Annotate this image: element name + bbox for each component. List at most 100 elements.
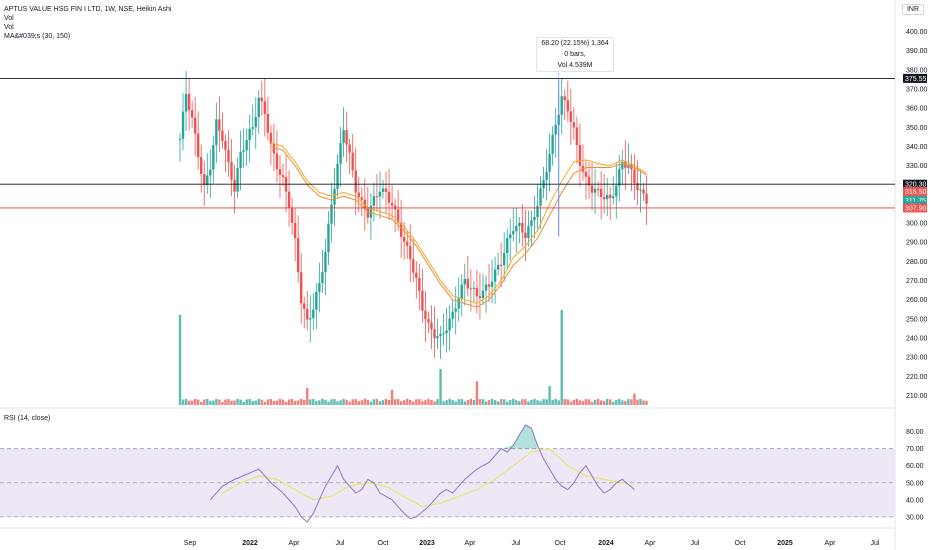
candle-body <box>554 124 557 135</box>
candle-body <box>515 226 518 232</box>
candle-body <box>281 175 285 177</box>
candle-body <box>303 303 306 309</box>
rsi-line <box>209 424 635 523</box>
candle-body <box>427 319 430 323</box>
measure-change: 68.20 (22.15%) 1,364 <box>541 40 609 47</box>
volume-bar <box>509 399 512 405</box>
candle-body <box>639 189 642 191</box>
price-badge <box>903 179 927 189</box>
candle-body <box>278 169 282 176</box>
ma-fast-line <box>270 142 647 305</box>
candle-body <box>236 168 239 192</box>
candle-body <box>406 241 409 246</box>
candle-body <box>518 222 521 227</box>
volume-bar <box>627 398 630 405</box>
candle-body <box>239 151 242 169</box>
candle-body <box>381 188 385 192</box>
volume-bar <box>642 400 645 405</box>
candle-body <box>615 185 618 197</box>
candle-body <box>306 308 309 320</box>
moving-average-label[interactable]: MA&#039;s (30, 150) <box>4 33 71 40</box>
volume-bar <box>178 314 182 405</box>
candle-body <box>436 336 439 339</box>
volume-bar <box>566 399 569 405</box>
candle-body <box>272 143 276 154</box>
volume-bar <box>372 399 376 405</box>
rsi-tick-label: 50.00 <box>906 480 924 487</box>
volume-bar <box>624 401 627 405</box>
volume-bar <box>575 398 579 405</box>
candle-body <box>627 164 630 168</box>
candle-body <box>390 202 394 206</box>
price-tick-label: 210.00 <box>906 393 928 400</box>
candle-body <box>484 284 488 291</box>
volume-bar <box>515 400 518 405</box>
volume-bar <box>218 399 221 405</box>
volume-bar <box>442 401 445 405</box>
symbol-title: APTUS VALUE HSG FIN I LTD, 1W, NSE, Heik… <box>4 6 172 13</box>
volume-bar <box>381 400 385 405</box>
price-tick-label: 370.00 <box>906 87 928 94</box>
candle-body <box>402 236 406 242</box>
volume-indicator-label[interactable]: Vol <box>4 15 14 22</box>
candle-body <box>378 191 382 197</box>
time-tick-label: Jul <box>871 540 880 547</box>
candle-body <box>299 272 303 304</box>
candle-body <box>221 130 224 141</box>
currency-button[interactable]: INR <box>901 4 924 15</box>
candle-body <box>548 153 551 172</box>
candle-body <box>196 133 200 158</box>
volume-bar <box>418 399 421 405</box>
candle-body <box>502 253 506 266</box>
candle-body <box>621 161 624 170</box>
candle-body <box>375 196 379 198</box>
price-badge-label: 375.55 <box>905 76 927 83</box>
candle-body <box>454 308 457 312</box>
volume-bar <box>618 398 621 405</box>
candle-body <box>260 97 264 102</box>
volume-bar <box>451 400 454 405</box>
volume-bar <box>463 401 466 405</box>
price-badge <box>903 73 927 83</box>
candle-body <box>512 231 515 235</box>
candle-body <box>242 150 245 152</box>
candle-body <box>393 205 397 210</box>
volume-bar <box>351 399 354 405</box>
candle-body <box>266 113 270 133</box>
volume-bar <box>239 399 242 405</box>
candle-body <box>263 101 267 114</box>
candle-body <box>312 309 315 319</box>
volume-bar <box>481 399 485 405</box>
volume-bar <box>181 399 185 405</box>
volume-bar <box>272 400 276 405</box>
volume-bar <box>342 398 345 405</box>
candle-body <box>269 132 273 144</box>
volume-bar <box>490 398 494 405</box>
candle-body <box>230 161 233 180</box>
volume-bar <box>409 399 412 405</box>
measure-bars: 0 bars, <box>564 51 586 58</box>
candle-body <box>200 157 203 174</box>
volume-bar <box>493 400 497 405</box>
volume-indicator-label-2[interactable]: Vol <box>4 24 14 31</box>
candle-body <box>457 298 460 309</box>
rsi-label[interactable]: RSI (14, close) <box>4 415 51 422</box>
volume-bar <box>524 399 527 405</box>
volume-bar <box>560 310 563 405</box>
candle-body <box>593 188 597 193</box>
volume-bar <box>375 399 379 405</box>
volume-bar <box>193 398 197 405</box>
time-tick-label: Jul <box>512 540 521 547</box>
volume-bar <box>200 402 203 405</box>
volume-bar <box>275 400 279 405</box>
candle-body <box>384 188 388 192</box>
volume-bar <box>196 399 200 405</box>
candle-body <box>321 272 324 283</box>
volume-bar <box>290 398 294 405</box>
volume-bar <box>233 400 236 405</box>
volume-bar <box>584 399 588 405</box>
volume-bar <box>399 401 403 405</box>
candle-body <box>602 197 606 200</box>
candle-body <box>421 290 424 311</box>
